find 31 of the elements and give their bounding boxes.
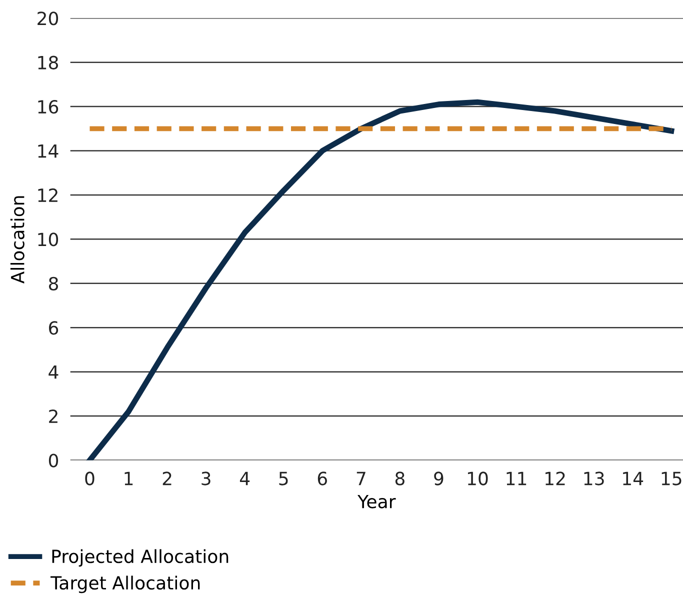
legend-label: Target Allocation xyxy=(50,576,200,594)
x-tick-label: 14 xyxy=(623,472,644,486)
x-axis-title: Year xyxy=(358,494,396,508)
x-tick-label: 12 xyxy=(546,472,565,486)
y-tick-label: 0 xyxy=(48,454,58,468)
x-tick-label: 1 xyxy=(124,472,133,486)
x-tick-label: 5 xyxy=(279,472,288,486)
x-tick-label: 2 xyxy=(162,472,172,486)
y-axis-title: Allocation xyxy=(10,196,24,284)
x-tick-label: 6 xyxy=(318,472,327,486)
y-tick-label: 4 xyxy=(48,366,58,379)
y-tick-label: 6 xyxy=(49,321,58,335)
legend-label: Projected Allocation xyxy=(52,549,228,567)
y-tick-label: 18 xyxy=(38,56,58,70)
x-tick-label: 4 xyxy=(240,472,250,486)
x-tick-label: 3 xyxy=(202,472,210,486)
x-tick-label: 0 xyxy=(85,472,94,486)
y-tick-label: 12 xyxy=(38,188,58,202)
x-tick-label: 8 xyxy=(395,472,404,486)
x-tick-label: 15 xyxy=(662,472,682,486)
y-tick-label: 14 xyxy=(38,144,58,158)
y-tick-label: 16 xyxy=(38,100,58,114)
x-tick-label: 11 xyxy=(506,472,526,486)
x-tick-label: 9 xyxy=(434,472,444,486)
y-tick-label: 20 xyxy=(38,12,58,26)
y-tick-label: 2 xyxy=(49,409,58,423)
y-tick-label: 8 xyxy=(48,276,58,291)
x-tick-label: 10 xyxy=(468,472,488,486)
y-tick-label: 10 xyxy=(38,232,58,246)
x-tick-label: 7 xyxy=(356,472,366,486)
x-tick-label: 13 xyxy=(584,472,604,486)
